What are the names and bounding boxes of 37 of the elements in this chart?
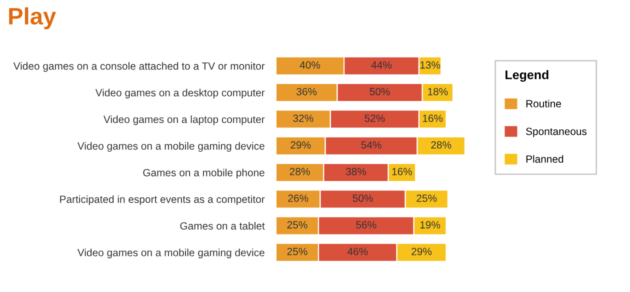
data-label: 29%	[412, 248, 432, 256]
data-label: 52%	[364, 114, 385, 122]
data-label: 25%	[416, 194, 437, 202]
data-label: 28%	[431, 141, 452, 149]
legend-title: Legend	[506, 70, 548, 82]
data-label: 25%	[287, 221, 308, 229]
legend-label: Routine	[526, 100, 561, 108]
data-label: 16%	[422, 114, 443, 122]
data-label: 25%	[287, 248, 308, 256]
data-label: 54%	[361, 141, 382, 149]
data-label: 50%	[370, 88, 390, 96]
data-label: 32%	[293, 114, 314, 122]
data-label: 40%	[300, 61, 320, 69]
y-tick-label: Games on a tablet	[180, 222, 265, 230]
data-label: 44%	[371, 61, 392, 69]
y-tick-label: Participated in esport events as a competitor	[60, 195, 265, 206]
data-label: 56%	[356, 221, 376, 229]
data-label: 46%	[347, 248, 368, 256]
legend-label: Planned	[526, 155, 564, 163]
data-label: 13%	[420, 61, 440, 69]
text: Play	[9, 7, 56, 30]
legend-label: Spontaneous	[526, 128, 587, 138]
data-label: 28%	[290, 168, 310, 176]
data-label: 29%	[290, 141, 311, 149]
y-tick-label: Video games on a mobile gaming device	[77, 142, 264, 152]
data-label: 16%	[392, 168, 412, 176]
data-label: 50%	[352, 194, 373, 202]
data-label: 18%	[428, 88, 448, 96]
data-label: 26%	[288, 194, 308, 202]
y-tick-label: Video games on a desktop computer	[95, 88, 265, 98]
y-tick-label: Video games on a mobile gaming device	[77, 248, 264, 258]
y-tick-label: Games on a mobile phone	[143, 168, 264, 178]
y-tick-label: Video games on a console attached to a TV or monitor	[13, 62, 265, 72]
y-tick-label: Video games on a laptop computer	[104, 115, 265, 126]
data-label: 38%	[346, 168, 366, 176]
data-label: 36%	[296, 88, 317, 96]
data-label: 19%	[420, 221, 440, 229]
